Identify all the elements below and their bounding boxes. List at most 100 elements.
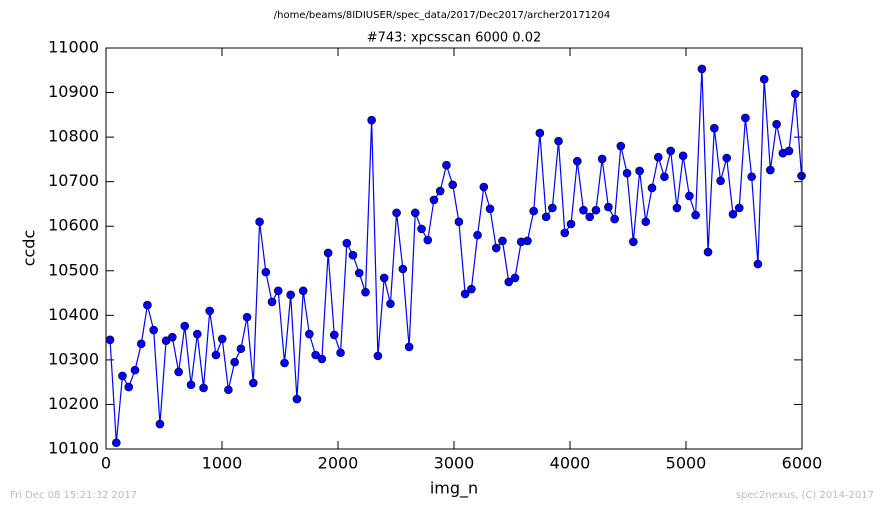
data-point	[716, 176, 725, 186]
data-point	[435, 186, 445, 196]
data-point	[224, 385, 233, 395]
data-point	[467, 284, 476, 294]
data-point	[604, 202, 613, 212]
data-point	[566, 219, 576, 229]
data-point	[417, 224, 426, 234]
data-point	[211, 350, 221, 360]
footer-left: Fri Dec 08 15:21:32 2017	[10, 490, 137, 501]
chart-title: #743: xpcsscan 6000 0.02	[367, 31, 542, 46]
data-point	[660, 172, 669, 182]
data-point	[485, 204, 495, 214]
data-point	[205, 306, 215, 316]
data-point	[367, 115, 376, 125]
data-point	[653, 152, 663, 162]
data-point	[168, 332, 177, 342]
data-point	[292, 394, 302, 404]
data-point	[155, 419, 165, 429]
x-tick-label: 3000	[434, 454, 475, 473]
y-tick-label: 10400	[48, 305, 99, 324]
data-point	[479, 182, 489, 192]
data-point	[242, 312, 252, 322]
x-tick-label: 1000	[202, 454, 243, 473]
data-point	[498, 236, 507, 246]
data-point	[149, 325, 158, 335]
y-tick-label: 10900	[48, 82, 99, 101]
data-point	[255, 217, 264, 227]
data-point	[672, 203, 682, 213]
data-point	[741, 113, 750, 123]
data-point	[329, 330, 339, 340]
data-point	[641, 217, 651, 227]
data-point	[112, 438, 121, 448]
data-point	[348, 250, 358, 260]
data-point	[298, 286, 308, 296]
data-point	[230, 357, 239, 367]
y-tick-label: 10800	[48, 127, 99, 146]
data-point	[491, 243, 501, 253]
data-point	[610, 214, 619, 224]
data-point	[710, 123, 719, 133]
data-point	[130, 365, 140, 375]
data-point	[772, 119, 781, 129]
data-point	[728, 209, 738, 219]
data-point	[373, 351, 383, 361]
data-point	[747, 172, 756, 182]
data-point	[311, 350, 320, 360]
data-point	[361, 287, 370, 297]
x-tick-label: 2000	[318, 454, 359, 473]
y-tick-label: 10300	[48, 349, 99, 368]
data-point	[766, 165, 775, 175]
data-point	[560, 228, 570, 238]
y-axis-label: ccdc	[20, 230, 39, 267]
data-point	[666, 146, 675, 156]
data-line	[109, 68, 803, 443]
data-point	[217, 334, 227, 344]
data-point	[336, 348, 345, 358]
data-point	[529, 206, 538, 216]
data-point	[442, 160, 451, 170]
data-point	[398, 264, 408, 274]
plot-frame	[105, 47, 803, 450]
data-point	[790, 89, 800, 99]
data-point	[180, 321, 190, 331]
y-tick-label: 10100	[48, 439, 99, 458]
data-point	[691, 210, 700, 220]
x-tick-label: 4000	[550, 454, 591, 473]
y-tick-label: 11000	[48, 38, 99, 57]
data-point	[548, 203, 557, 213]
data-point	[192, 329, 202, 339]
data-point	[273, 286, 283, 296]
data-point	[143, 300, 152, 310]
data-point	[404, 342, 414, 352]
x-tick-label: 0	[101, 454, 111, 473]
data-point	[504, 277, 514, 287]
y-tick-label: 10700	[48, 171, 99, 190]
data-point	[354, 268, 364, 278]
data-point	[136, 339, 146, 349]
data-point	[523, 236, 532, 246]
data-point	[784, 146, 794, 156]
data-point	[261, 267, 271, 277]
data-point	[753, 259, 763, 269]
data-point	[703, 247, 713, 257]
data-point	[678, 151, 688, 161]
data-point	[236, 344, 246, 354]
data-point	[685, 191, 694, 201]
data-point	[423, 235, 433, 245]
data-point	[616, 141, 626, 151]
data-point	[386, 299, 395, 309]
data-point	[622, 168, 632, 178]
data-point	[722, 153, 732, 163]
data-point	[510, 273, 520, 283]
data-point	[635, 166, 644, 176]
data-point	[448, 180, 458, 190]
data-point	[697, 64, 707, 74]
data-point	[647, 183, 657, 193]
data-point	[410, 208, 420, 218]
suptitle: /home/beams/8IDIUSER/spec_data/2017/Dec2…	[274, 10, 610, 21]
data-point	[286, 290, 295, 300]
x-axis-label: img_n	[430, 479, 478, 499]
x-tick-label: 5000	[666, 454, 707, 473]
data-point	[585, 212, 595, 222]
x-tick-label: 6000	[782, 454, 823, 473]
